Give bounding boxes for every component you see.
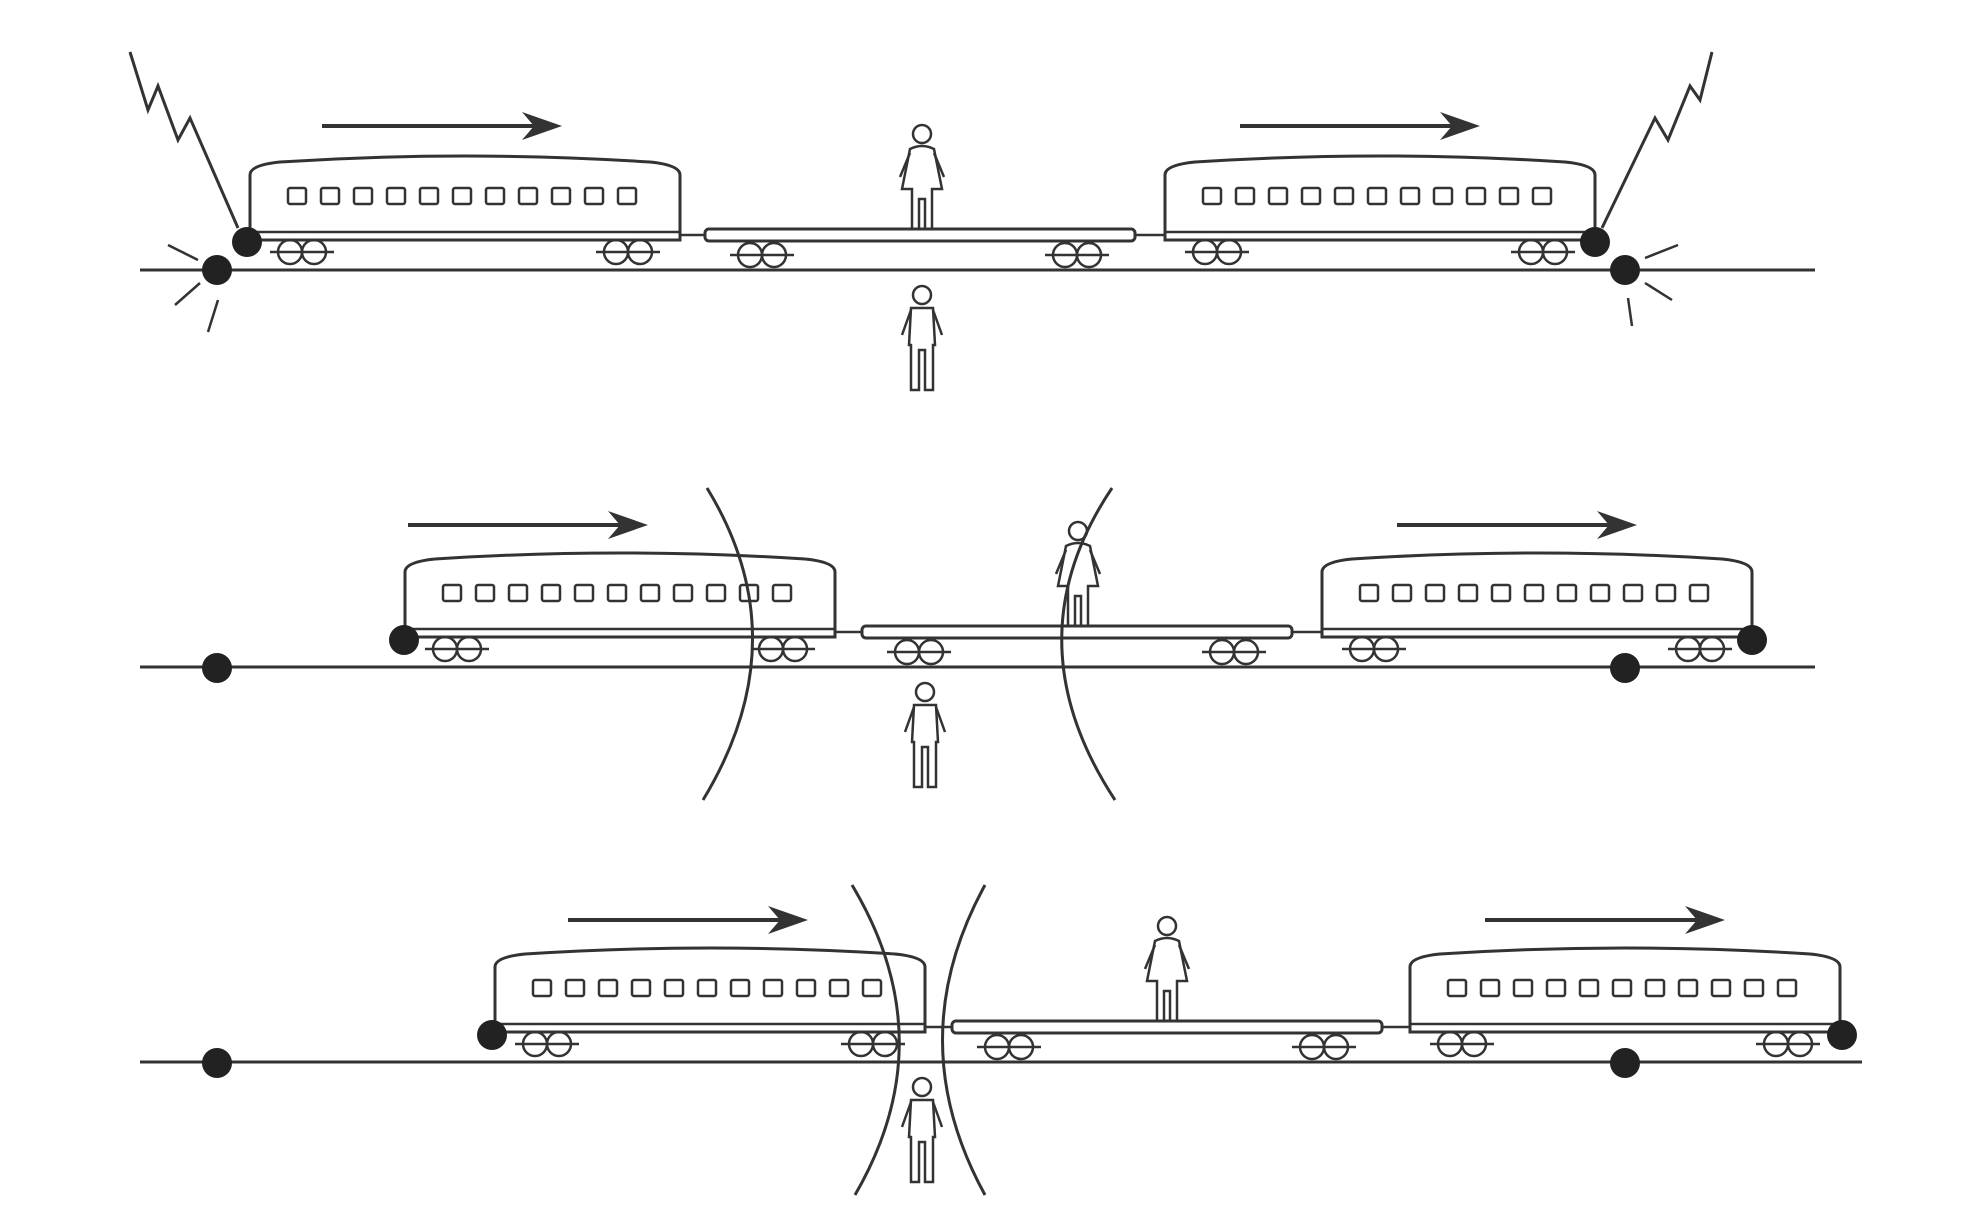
motion-arrow-icon: [406, 509, 650, 541]
train-end-dot: [389, 625, 419, 655]
train-car-left: [493, 946, 927, 1058]
train-car-right: [1408, 946, 1842, 1058]
ground-mark-dot: [202, 1048, 232, 1078]
train-end-dot: [1737, 625, 1767, 655]
light-wavefront-icon: [850, 884, 901, 1196]
flash-rays: [167, 243, 1679, 333]
person-on-train-icon: [898, 123, 946, 231]
ground-mark-dot: [202, 653, 232, 683]
train-car-right: [1320, 551, 1754, 663]
train-end-dot: [1580, 227, 1610, 257]
ground-mark-dot: [202, 255, 232, 285]
train-car-right: [1163, 154, 1597, 266]
lightning-bolt-icon: [1600, 51, 1714, 229]
person-on-train-icon: [1143, 915, 1191, 1023]
ground-mark-dot: [1610, 255, 1640, 285]
train-end-dot: [477, 1020, 507, 1050]
lightning-bolt-icon: [128, 51, 240, 229]
flat-car: [703, 227, 1137, 269]
light-wavefront-icon: [1060, 487, 1117, 801]
motion-arrow-icon: [1238, 110, 1482, 142]
flat-car: [860, 624, 1294, 666]
panel-top: [128, 51, 1815, 392]
train-end-dot: [232, 227, 262, 257]
motion-arrow-icon: [320, 110, 564, 142]
ground-mark-dot: [1610, 653, 1640, 683]
person-on-ground-icon: [900, 1076, 944, 1184]
train-car-left: [403, 551, 837, 663]
train-end-dot: [1827, 1020, 1857, 1050]
person-on-ground-icon: [903, 681, 947, 789]
panel-bottom: [140, 884, 1862, 1196]
person-on-ground-icon: [900, 284, 944, 392]
flat-car: [950, 1019, 1384, 1061]
motion-arrow-icon: [566, 904, 810, 936]
train-car-left: [248, 154, 682, 266]
motion-arrow-icon: [1395, 509, 1639, 541]
ground-mark-dot: [1610, 1048, 1640, 1078]
motion-arrow-icon: [1483, 904, 1727, 936]
light-wavefront-icon: [701, 487, 754, 801]
light-wavefront-icon: [941, 884, 987, 1196]
panel-middle: [140, 487, 1815, 801]
